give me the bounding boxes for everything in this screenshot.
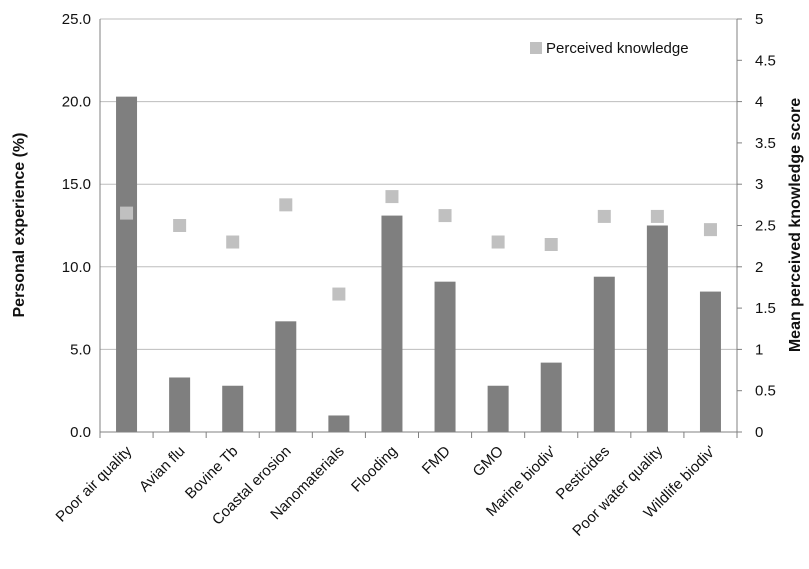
legend-swatch <box>530 42 542 54</box>
y-right-tick-label: 0 <box>755 424 763 441</box>
bar <box>540 362 562 432</box>
y-right-tick-label: 1 <box>755 341 763 358</box>
y-tick-label: 15.0 <box>62 176 91 193</box>
y-right-tick-label: 3 <box>755 176 763 193</box>
data-point <box>332 287 346 301</box>
data-point <box>120 206 134 220</box>
axes <box>99 19 738 438</box>
data-point <box>438 209 452 223</box>
y-axis-right-title: Mean perceived knowledge score <box>787 98 804 352</box>
legend-label: Perceived knowledge <box>546 40 689 57</box>
bar <box>222 385 244 432</box>
y-right-tick-label: 2 <box>755 259 763 276</box>
y-tick-label: 5.0 <box>70 341 91 358</box>
data-point <box>544 237 558 251</box>
y-tick-label: 20.0 <box>62 94 91 111</box>
bar <box>646 225 668 432</box>
y-right-tick-label: 1.5 <box>755 300 776 317</box>
x-tick-label: Flooding <box>348 443 401 496</box>
data-point <box>491 235 505 249</box>
y-tick-label: 10.0 <box>62 259 91 276</box>
data-point <box>650 209 664 223</box>
bar-series <box>116 96 721 433</box>
bar <box>328 415 350 432</box>
y-right-tick-label: 3.5 <box>755 135 776 152</box>
x-tick-label: Avian flu <box>136 443 189 496</box>
y-axis-title: Personal experience (%) <box>11 133 28 318</box>
x-tick-label: GMO <box>470 443 507 480</box>
legend: Perceived knowledge <box>530 40 689 57</box>
x-tick-label: FMD <box>419 443 454 478</box>
right-axis-ticks: 0 0.5 1 1.5 2 2.5 3 3.5 4 4.5 5 <box>737 11 776 441</box>
y-right-tick-label: 2.5 <box>755 218 776 235</box>
bar <box>275 321 297 432</box>
y-right-tick-label: 5 <box>755 11 763 28</box>
data-point <box>597 209 611 223</box>
x-tick-label: Poor water quality <box>569 442 666 539</box>
bar <box>593 276 615 432</box>
data-point <box>385 190 399 204</box>
x-tick-label: Poor air quality <box>53 442 136 525</box>
bar <box>381 215 403 432</box>
left-axis-ticks: 0.0 5.0 10.0 15.0 20.0 25.0 <box>62 11 91 441</box>
bar <box>699 291 721 432</box>
y-right-tick-label: 0.5 <box>755 383 776 400</box>
y-tick-label: 0.0 <box>70 424 91 441</box>
bar <box>169 377 191 432</box>
y-right-tick-label: 4 <box>755 94 763 111</box>
scatter-series <box>120 190 717 301</box>
y-tick-label: 25.0 <box>62 11 91 28</box>
data-point <box>173 219 187 232</box>
data-point <box>226 235 240 249</box>
bar <box>116 96 138 433</box>
bar <box>434 281 456 432</box>
y-right-tick-label: 4.5 <box>755 52 776 69</box>
data-point <box>279 198 293 212</box>
data-point <box>703 223 717 237</box>
gridlines <box>100 18 737 433</box>
bar <box>487 385 509 432</box>
